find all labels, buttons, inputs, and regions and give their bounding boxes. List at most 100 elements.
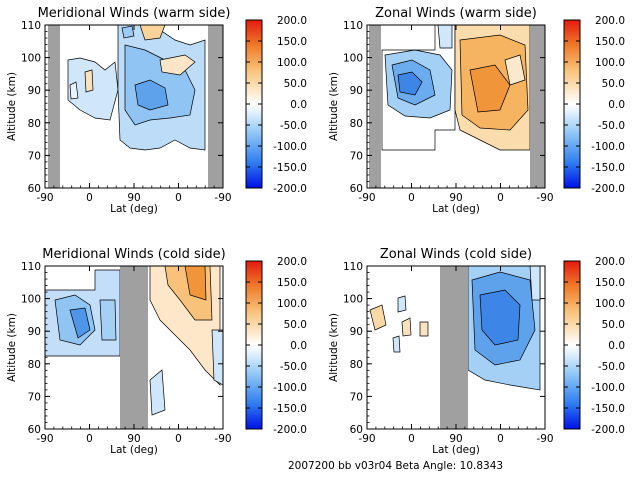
colorbar-tick-label: -150.0	[591, 162, 625, 174]
colorbar-tick-label: -200.0	[273, 183, 307, 195]
colorbar-tick-label: -50.0	[280, 120, 307, 132]
x-tick-label: 90	[449, 192, 462, 204]
y-tick-label: 70	[28, 391, 41, 403]
x-tick-label: -90	[214, 192, 231, 204]
colorbar-tick-label: 0.0	[290, 99, 307, 111]
y-tick-label: 60	[350, 183, 363, 195]
y-tick-label: 90	[28, 326, 41, 338]
colorbar-3: 200.0 150.0 100.0 50.0 0.0 -50.0 -100.0 -150.0 -…	[245, 256, 307, 436]
y-tick-label: 80	[350, 118, 363, 130]
colorbar-tick-label: 150.0	[595, 36, 625, 48]
y-tick-label: 110	[343, 20, 363, 32]
y-tick-label: 110	[21, 20, 41, 32]
x-axis-label: Lat (deg)	[110, 203, 158, 215]
x-tick-label: 0	[86, 192, 93, 204]
chart-title-meridional-winds-cold-side: Meridional Winds (cold side)	[42, 247, 225, 262]
colorbar-tick-label: 100.0	[595, 57, 625, 69]
colorbar-tick-label: 0.0	[608, 99, 625, 111]
contour-field-zonal-cold	[367, 266, 545, 429]
y-axis-label: Altitude (km)	[328, 72, 340, 141]
colorbar-tick-label: -150.0	[273, 403, 307, 415]
y-tick-label: 90	[350, 85, 363, 97]
x-tick-label: 0	[408, 192, 415, 204]
y-tick-label: 60	[350, 424, 363, 436]
colorbar-tick-label: 0.0	[290, 340, 307, 352]
y-axis-label: Altitude (km)	[6, 72, 18, 141]
colorbar-tick-label: 100.0	[277, 298, 307, 310]
x-tick-label: -90	[36, 192, 53, 204]
contour-field-meridional-cold	[45, 266, 223, 429]
x-tick-label: -90	[36, 433, 53, 445]
panel-meridional-warm: Meridional Winds (warm side) 60 70 80 90 100 1…	[6, 6, 232, 215]
colorbar-tick-label: 200.0	[277, 256, 307, 268]
colorbar-tick-label: -100.0	[273, 382, 307, 394]
x-tick-label: 0	[86, 433, 93, 445]
y-tick-label: 80	[28, 359, 41, 371]
y-tick-label: 90	[28, 85, 41, 97]
x-tick-label: 90	[127, 192, 140, 204]
x-tick-label: 90	[449, 433, 462, 445]
colorbar-tick-label: -50.0	[598, 361, 625, 373]
colorbar-tick-label: 50.0	[602, 78, 625, 90]
footer-info: 2007200 bb v03r04 Beta Angle: 10.8343	[288, 460, 503, 472]
panel-meridional-cold: Meridional Winds (cold side) 60 70 80 90 100 1…	[6, 247, 232, 456]
x-tick-label: -90	[536, 192, 553, 204]
colorbar-2: 200.0 150.0 100.0 50.0 0.0 -50.0 -100.0 -150.0 -…	[563, 15, 625, 195]
x-tick-label: 0	[408, 433, 415, 445]
y-tick-label: 100	[21, 294, 41, 306]
y-tick-label: 70	[350, 150, 363, 162]
colorbar-tick-label: 150.0	[277, 277, 307, 289]
colorbar-tick-label: -100.0	[591, 382, 625, 394]
x-tick-label: 90	[127, 433, 140, 445]
colorbar-tick-label: 100.0	[595, 298, 625, 310]
x-tick-label: 0	[175, 433, 182, 445]
panel-zonal-cold: Zonal Winds (cold side) 60 70 80 90 100 110 -90…	[328, 247, 554, 456]
colorbar-tick-label: 200.0	[595, 15, 625, 27]
chart-title-zonal-winds-cold-side: Zonal Winds (cold side)	[380, 247, 532, 262]
colorbar-tick-label: 200.0	[595, 256, 625, 268]
y-tick-label: 100	[21, 53, 41, 65]
colorbar-tick-label: -50.0	[598, 120, 625, 132]
x-tick-label: -90	[214, 433, 231, 445]
x-tick-label: 0	[497, 192, 504, 204]
chart-title-zonal-winds-warm-side: Zonal Winds (warm side)	[375, 6, 537, 21]
y-tick-label: 80	[28, 118, 41, 130]
y-tick-label: 70	[350, 391, 363, 403]
colorbar-tick-label: -100.0	[591, 141, 625, 153]
colorbar-tick-label: -200.0	[591, 183, 625, 195]
colorbar-tick-label: 150.0	[595, 277, 625, 289]
x-axis-label: Lat (deg)	[432, 444, 480, 456]
y-tick-label: 60	[28, 424, 41, 436]
y-tick-label: 80	[350, 359, 363, 371]
colorbar-tick-label: -200.0	[591, 424, 625, 436]
y-tick-label: 70	[28, 150, 41, 162]
colorbar-tick-label: -50.0	[280, 361, 307, 373]
y-axis-label: Altitude (km)	[6, 313, 18, 382]
x-tick-label: -90	[358, 433, 375, 445]
x-tick-label: -90	[358, 192, 375, 204]
y-tick-label: 90	[350, 326, 363, 338]
x-tick-label: 0	[175, 192, 182, 204]
colorbar-1: 200.0 150.0 100.0 50.0 0.0 -50.0 -100.0 -150.0 -…	[245, 15, 307, 195]
colorbar-tick-label: 100.0	[277, 57, 307, 69]
x-axis-label: Lat (deg)	[110, 444, 158, 456]
colorbar-tick-label: 50.0	[602, 319, 625, 331]
x-tick-label: 0	[497, 433, 504, 445]
panel-zonal-warm: Zonal Winds (warm side) 60 70 80 90 100 110 -90…	[328, 6, 554, 215]
y-tick-label: 110	[21, 261, 41, 273]
colorbar-tick-label: -100.0	[273, 141, 307, 153]
colorbar-tick-label: -200.0	[273, 424, 307, 436]
x-tick-label: -90	[536, 433, 553, 445]
colorbar-tick-label: 150.0	[277, 36, 307, 48]
y-axis-label: Altitude (km)	[328, 313, 340, 382]
contour-field-meridional-warm	[45, 25, 223, 188]
chart-title-meridional-winds-warm-side: Meridional Winds (warm side)	[38, 6, 231, 21]
y-tick-label: 100	[343, 294, 363, 306]
colorbar-tick-label: 50.0	[284, 78, 307, 90]
contour-field-zonal-warm	[367, 25, 545, 188]
colorbar-tick-label: -150.0	[273, 162, 307, 174]
colorbar-tick-label: -150.0	[591, 403, 625, 415]
colorbar-tick-label: 200.0	[277, 15, 307, 27]
x-axis-label: Lat (deg)	[432, 203, 480, 215]
